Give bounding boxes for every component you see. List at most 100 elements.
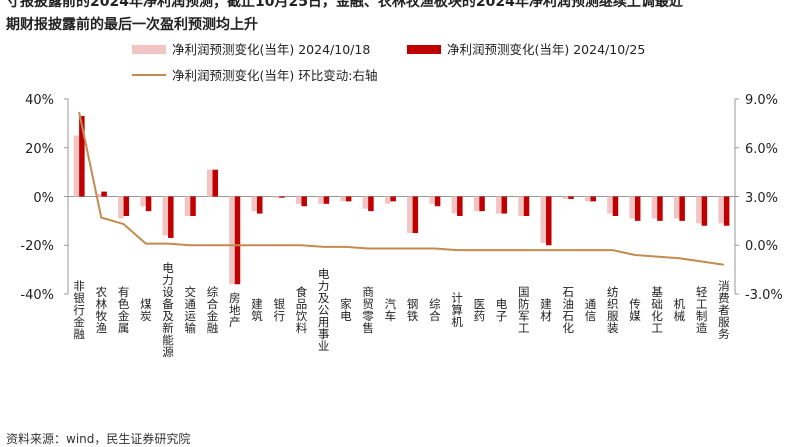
legend-swatch-series-2 <box>407 45 441 54</box>
x-tick-label: 传媒 <box>628 297 642 322</box>
bar-series-2 <box>546 196 552 246</box>
bar-series-2 <box>612 196 619 216</box>
x-tick-label: 综合金融 <box>206 285 220 334</box>
bar-series-1 <box>362 196 369 209</box>
bar-series-2 <box>501 196 508 214</box>
bar-series-1 <box>629 196 635 219</box>
x-tick-label: 建材 <box>539 297 553 322</box>
bar-series-1 <box>540 196 547 243</box>
y-left-tick-label: 0% <box>33 191 54 206</box>
legend-swatch-series-1 <box>132 45 166 54</box>
bar-series-2 <box>390 196 396 202</box>
bar-series-2 <box>679 196 685 221</box>
bar-series-1 <box>651 196 658 219</box>
bar-series-1 <box>273 196 280 198</box>
x-tick-label: 商贸零售 <box>361 285 375 334</box>
y-right-tick-label: 3.0% <box>745 191 778 206</box>
bar-series-2 <box>434 196 441 207</box>
bar-series-1 <box>473 196 480 212</box>
bar-series-1 <box>162 196 169 236</box>
x-tick-label: 农林牧渔 <box>94 285 108 334</box>
bar-series-2 <box>457 196 463 216</box>
bar-series-1 <box>251 196 257 212</box>
y-left-tick-label: 20% <box>25 142 54 157</box>
x-tick-label: 计算机 <box>450 292 464 328</box>
chart-area: 净利润预测变化(当年) 2024/10/18 净利润预测变化(当年) 2024/… <box>0 32 811 427</box>
bar-series-1 <box>140 196 146 207</box>
tick-labels: 40% 20% 0% -20% -40% 9.0% 6.0% 3.0% 0.0%… <box>20 93 782 303</box>
y-left-tick-label: -20% <box>20 239 54 254</box>
x-tick-label: 综合 <box>428 297 442 322</box>
source-note: 资料来源：wind，民生证券研究院 <box>6 432 191 446</box>
bar-series-1 <box>451 196 458 214</box>
bar-series-2 <box>723 196 730 226</box>
y-left-tick-label: -40% <box>20 288 54 303</box>
bar-series-1 <box>429 196 435 204</box>
x-tick-label: 国防军工 <box>517 286 531 334</box>
chart-title-line-2: 期财报披露前的最后一次盈利预测均上升 <box>6 17 258 32</box>
bar-series-2 <box>234 196 241 285</box>
bar-series-2 <box>568 196 574 199</box>
bar-series-1 <box>607 196 613 214</box>
x-tick-label: 机械 <box>672 297 686 322</box>
bar-series-1 <box>496 196 502 214</box>
bar-series-2 <box>657 196 663 221</box>
x-tick-label: 家电 <box>339 297 353 322</box>
bar-series-1 <box>696 196 702 224</box>
x-tick-label: 银行 <box>272 297 286 322</box>
bar-series-1 <box>229 196 235 285</box>
legend: 净利润预测变化(当年) 2024/10/18 净利润预测变化(当年) 2024/… <box>132 42 645 83</box>
bar-series-2 <box>212 169 219 197</box>
line-series <box>78 111 725 266</box>
x-tick-label: 有色金属 <box>117 285 131 334</box>
bar-series-1 <box>718 196 724 224</box>
bar-series-1 <box>340 196 346 202</box>
x-tick-label: 石油石化 <box>561 286 575 334</box>
legend-label-series-2: 净利润预测变化(当年) 2024/10/25 <box>447 42 645 57</box>
bar-series-1 <box>207 169 213 197</box>
y-right-tick-label: 9.0% <box>745 93 778 108</box>
bar-series-2 <box>701 196 708 226</box>
legend-label-series-1: 净利润预测变化(当年) 2024/10/18 <box>172 42 370 57</box>
x-tick-label: 通信 <box>583 298 597 322</box>
legend-label-series-3: 净利润预测变化(当年) 环比变动:右轴 <box>172 68 377 83</box>
bars <box>73 116 730 285</box>
bar-series-2 <box>479 196 485 212</box>
y-right-tick-label: -3.0% <box>745 288 783 303</box>
line-series-3 <box>78 111 725 266</box>
bar-series-2 <box>412 196 419 234</box>
x-tick-label: 电力及公用事业 <box>317 268 331 352</box>
bar-series-2 <box>190 196 196 216</box>
bar-series-1 <box>584 196 591 202</box>
y-right-tick-label: 0.0% <box>745 239 778 254</box>
bar-series-2 <box>323 196 330 204</box>
x-tick-label: 食品饮料 <box>294 285 308 334</box>
bar-line-chart: 净利润预测变化(当年) 2024/10/18 净利润预测变化(当年) 2024/… <box>20 42 782 358</box>
x-tick-label: 轻工制造 <box>695 285 709 334</box>
y-right-tick-label: 6.0% <box>745 142 778 157</box>
bar-series-1 <box>184 196 191 216</box>
x-tick-label: 非银行金融 <box>72 280 86 340</box>
x-category-labels: 非银行金融 农林牧渔 有色金属 煤炭 电力设备及新能源 交通运输 综合金融 房地产 建筑 银行 食品… <box>72 262 731 358</box>
bar-series-2 <box>590 196 596 202</box>
bar-series-1 <box>73 135 80 197</box>
chart-title: 寸报披露前的2024年净利润预测；截止10月25日，金融、农林牧渔板块的2024… <box>0 0 811 32</box>
x-tick-label: 汽车 <box>383 297 397 322</box>
bar-series-2 <box>368 196 374 212</box>
axes <box>64 98 739 295</box>
x-tick-label: 建筑 <box>250 297 264 322</box>
x-tick-label: 医药 <box>472 298 486 322</box>
x-tick-label: 纺织服装 <box>606 285 620 334</box>
bar-series-2 <box>145 196 152 212</box>
bar-series-2 <box>634 196 641 221</box>
bar-series-2 <box>523 196 530 216</box>
x-tick-label: 煤炭 <box>139 298 153 322</box>
x-tick-label: 房地产 <box>228 292 242 328</box>
y-left-tick-label: 40% <box>25 93 54 108</box>
bar-series-1 <box>518 196 524 216</box>
bar-series-2 <box>279 196 285 198</box>
bar-series-1 <box>318 196 324 204</box>
x-tick-label: 电力设备及新能源 <box>161 262 175 358</box>
chart-title-line-1: 寸报披露前的2024年净利润预测；截止10月25日，金融、农林牧渔板块的2024… <box>6 0 683 10</box>
bar-series-1 <box>95 194 102 197</box>
